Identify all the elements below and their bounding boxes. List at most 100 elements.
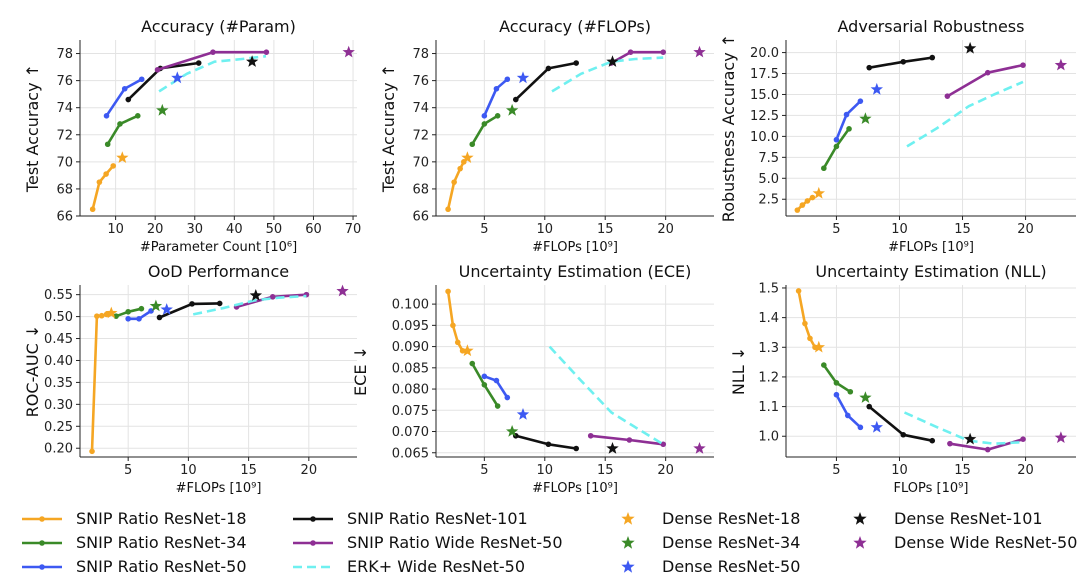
x-tick-label: 20 bbox=[147, 222, 164, 237]
x-tick-label: 20 bbox=[1017, 222, 1034, 237]
data-point-snip101 bbox=[866, 64, 873, 71]
legend-item-9: Dense ResNet-50 bbox=[621, 557, 800, 576]
data-point-snip101 bbox=[900, 58, 907, 65]
x-tick-label: 60 bbox=[305, 222, 322, 237]
data-point-snip34 bbox=[847, 388, 854, 395]
data-point-snip50 bbox=[504, 394, 511, 401]
chart-title: Uncertainty Estimation (NLL) bbox=[815, 262, 1046, 281]
chart-panel-3: 5 10 15 20 2.5 5.0 7.5 10.0 12.5 15.0 17.5 20.0 Adve… bbox=[719, 17, 1076, 255]
x-axis-label: #Parameter Count [10⁶] bbox=[140, 240, 297, 255]
dense-star-wide bbox=[1054, 431, 1068, 443]
data-point-snip101 bbox=[545, 441, 552, 448]
legend-label: Dense ResNet-18 bbox=[662, 509, 800, 528]
data-point-snip50 bbox=[833, 391, 840, 398]
x-tick-label: 50 bbox=[266, 222, 283, 237]
data-point-snip18 bbox=[454, 339, 461, 346]
data-point-snip18 bbox=[807, 335, 813, 342]
data-point-snip101 bbox=[573, 445, 580, 452]
y-tick-label: 0.40 bbox=[44, 354, 73, 369]
data-point-snip34 bbox=[494, 113, 501, 119]
y-tick-label: 1.2 bbox=[758, 370, 779, 385]
series-line-snip18 bbox=[797, 289, 817, 349]
x-tick-label: 20 bbox=[657, 222, 674, 237]
dense-star-snip50 bbox=[171, 71, 184, 84]
x-tick-label: 15 bbox=[240, 463, 257, 478]
y-tick-label: 10.0 bbox=[750, 130, 779, 145]
chart-panel-4: 5 10 15 20 0.20 0.25 0.30 0.35 0.40 0.45 0.50 0.55 O… bbox=[23, 262, 357, 496]
dense-star-wide bbox=[342, 45, 355, 58]
dense-star-snip50 bbox=[160, 303, 173, 315]
legend-label: Dense Wide ResNet-50 bbox=[894, 533, 1077, 552]
legend-label: SNIP Ratio Wide ResNet-50 bbox=[347, 533, 563, 552]
y-tick-label: 74 bbox=[56, 101, 73, 116]
x-tick-label: 5 bbox=[124, 463, 132, 478]
series-line-snip50 bbox=[835, 393, 862, 429]
legend-item-11: Dense Wide ResNet-50 bbox=[853, 533, 1077, 552]
data-point-snip34 bbox=[846, 126, 852, 132]
y-tick-label: 72 bbox=[412, 128, 429, 143]
x-tick-label: 10 bbox=[537, 222, 554, 237]
x-tick-label: 70 bbox=[345, 222, 362, 237]
x-tick-label: 20 bbox=[301, 463, 318, 478]
y-tick-label: 20.0 bbox=[750, 46, 779, 61]
data-point-snip18 bbox=[110, 163, 117, 169]
data-point-snip101 bbox=[929, 437, 936, 444]
data-point-snip50 bbox=[121, 85, 128, 92]
y-tick-label: 76 bbox=[412, 74, 429, 89]
series-line-snip18 bbox=[795, 196, 814, 212]
y-tick-label: 76 bbox=[56, 74, 73, 89]
x-tick-label: 40 bbox=[226, 222, 243, 237]
series-line-snip50 bbox=[482, 78, 509, 118]
data-point-snip34 bbox=[821, 362, 827, 368]
dense-star-snip18 bbox=[116, 151, 129, 163]
legend-label: Dense ResNet-34 bbox=[662, 533, 800, 552]
y-tick-label: 68 bbox=[412, 182, 429, 197]
x-tick-label: 10 bbox=[891, 222, 908, 237]
data-point-snip34 bbox=[821, 165, 827, 172]
y-tick-label: 0.070 bbox=[392, 425, 429, 440]
legend-label: SNIP Ratio ResNet-50 bbox=[76, 557, 247, 576]
y-tick-label: 68 bbox=[56, 182, 73, 197]
dense-star-snip18 bbox=[812, 340, 825, 353]
x-tick-label: 10 bbox=[107, 222, 124, 237]
legend-label: Dense ResNet-101 bbox=[894, 509, 1043, 528]
data-point-wide bbox=[660, 49, 667, 55]
series-line-snip18 bbox=[91, 164, 115, 211]
chart-panel-5: 5 10 15 20 0.065 0.070 0.075 0.080 0.085 0.090 0.0… bbox=[351, 262, 714, 496]
legend: SNIP Ratio ResNet-18 SNIP Ratio ResNet-34… bbox=[22, 509, 1077, 576]
x-axis-label: FLOPs [10⁹] bbox=[894, 481, 969, 496]
legend-item-4: SNIP Ratio ResNet-101 bbox=[293, 509, 528, 528]
y-tick-label: 0.085 bbox=[392, 361, 429, 376]
y-tick-label: 1.4 bbox=[758, 311, 779, 326]
series-group bbox=[794, 41, 1068, 213]
dense-star-snip34 bbox=[506, 425, 519, 437]
legend-item-10: Dense ResNet-101 bbox=[853, 509, 1043, 528]
x-tick-label: 5 bbox=[832, 463, 840, 478]
dense-star-wide bbox=[336, 284, 349, 297]
data-point-snip50 bbox=[844, 412, 851, 419]
y-tick-label: 0.25 bbox=[44, 420, 73, 435]
data-point-snip18 bbox=[94, 313, 100, 319]
y-tick-label: 12.5 bbox=[750, 109, 779, 124]
series-line-snip50 bbox=[105, 78, 143, 118]
y-tick-label: 0.100 bbox=[392, 298, 429, 313]
data-point-snip50 bbox=[857, 98, 864, 104]
data-point-snip34 bbox=[117, 121, 123, 127]
x-tick-label: 15 bbox=[597, 222, 614, 237]
x-tick-label: 5 bbox=[480, 222, 488, 237]
data-point-snip18 bbox=[98, 312, 105, 319]
data-point-snip101 bbox=[216, 300, 223, 307]
dense-star-snip34 bbox=[859, 391, 872, 403]
series-group bbox=[89, 45, 355, 213]
data-point-snip50 bbox=[148, 308, 154, 314]
data-point-snip34 bbox=[125, 308, 131, 315]
data-point-snip18 bbox=[457, 165, 463, 172]
x-tick-label: 15 bbox=[954, 222, 971, 237]
legend-item-7: Dense ResNet-18 bbox=[621, 509, 800, 528]
chart-title: Accuracy (#FLOPs) bbox=[499, 17, 651, 36]
y-tick-label: 0.20 bbox=[44, 442, 73, 457]
data-point-snip50 bbox=[493, 377, 500, 384]
data-point-wide bbox=[1020, 62, 1026, 68]
dense-star-snip101 bbox=[246, 55, 259, 67]
series-line-erk bbox=[551, 56, 664, 93]
